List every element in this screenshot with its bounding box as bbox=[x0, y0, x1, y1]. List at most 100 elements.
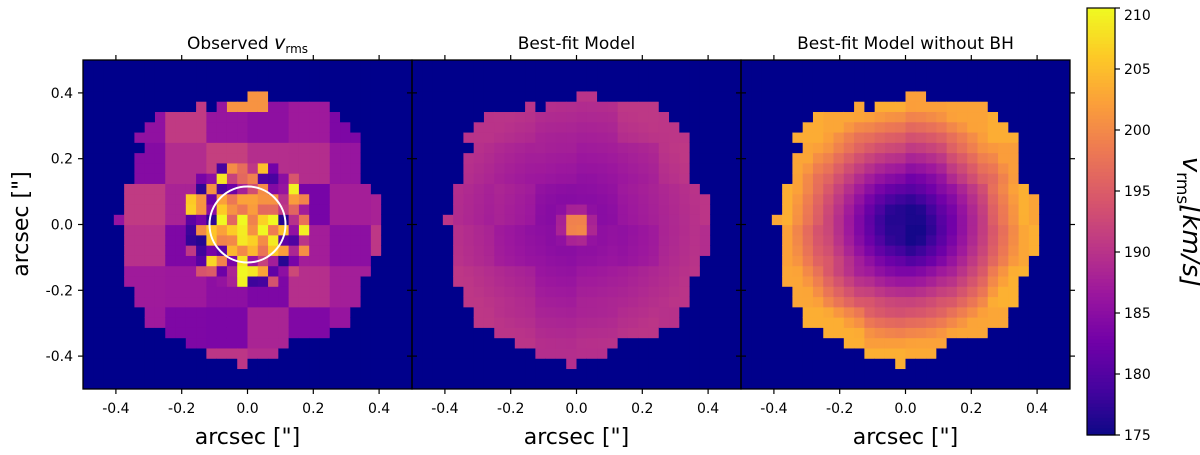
heatmap-cell bbox=[391, 347, 403, 359]
heatmap-cell bbox=[1028, 234, 1040, 246]
heatmap-cell bbox=[463, 152, 475, 164]
heatmap-cell bbox=[381, 121, 393, 133]
heatmap-cell bbox=[689, 101, 701, 113]
heatmap-cell bbox=[792, 60, 804, 71]
heatmap-cell bbox=[730, 245, 741, 256]
heatmap-cell bbox=[453, 121, 465, 133]
heatmap-cell bbox=[843, 337, 855, 349]
heatmap-cell bbox=[699, 90, 711, 102]
heatmap-cell bbox=[144, 70, 156, 82]
heatmap-cell bbox=[535, 245, 547, 256]
heatmap-cell bbox=[833, 224, 845, 236]
heatmap-cell bbox=[257, 255, 269, 267]
heatmap-cell bbox=[946, 183, 958, 195]
heatmap-cell bbox=[278, 183, 290, 195]
heatmap-cell bbox=[514, 203, 526, 215]
heatmap-cell bbox=[165, 101, 177, 113]
heatmap-cell bbox=[525, 245, 536, 256]
heatmap-cell bbox=[597, 60, 608, 71]
heatmap-cell bbox=[216, 255, 228, 267]
heatmap-cell bbox=[586, 121, 598, 133]
heatmap-cell bbox=[926, 162, 937, 174]
heatmap-cell bbox=[432, 111, 444, 123]
heatmap-cell bbox=[895, 337, 907, 349]
heatmap-cell bbox=[309, 306, 321, 318]
heatmap-cell bbox=[514, 327, 526, 339]
heatmap-cell bbox=[751, 131, 763, 143]
heatmap-cell bbox=[288, 121, 300, 133]
heatmap-cell bbox=[699, 378, 711, 389]
heatmap-cell bbox=[381, 347, 393, 359]
heatmap-cell bbox=[391, 317, 403, 328]
heatmap-cell bbox=[545, 368, 557, 380]
heatmap-cell bbox=[340, 245, 351, 256]
heatmap-cell bbox=[566, 121, 578, 133]
heatmap-cell bbox=[113, 121, 125, 133]
heatmap-cell bbox=[566, 70, 578, 82]
heatmap-cell bbox=[823, 70, 835, 82]
heatmap-cell bbox=[854, 337, 865, 349]
heatmap-cell bbox=[196, 368, 207, 380]
heatmap-cell bbox=[196, 224, 207, 236]
heatmap-cell bbox=[905, 286, 917, 298]
heatmap-cell bbox=[319, 183, 331, 195]
heatmap-cell bbox=[617, 60, 629, 71]
heatmap-cell bbox=[268, 203, 279, 215]
heatmap-cell bbox=[648, 173, 660, 184]
heatmap-cell bbox=[730, 327, 741, 339]
heatmap-cell bbox=[802, 193, 814, 205]
heatmap-cell bbox=[370, 152, 382, 164]
heatmap-cell bbox=[93, 255, 105, 267]
heatmap-cell bbox=[350, 101, 362, 113]
heatmap-cell bbox=[751, 80, 763, 92]
colorbar-band bbox=[1087, 18, 1115, 23]
heatmap-cell bbox=[854, 317, 865, 328]
heatmap-cell bbox=[627, 275, 639, 287]
heatmap-cell bbox=[792, 358, 804, 370]
heatmap-cell bbox=[905, 347, 917, 359]
heatmap-cell bbox=[730, 255, 741, 267]
heatmap-cell bbox=[514, 337, 526, 349]
heatmap-cell bbox=[247, 234, 259, 246]
heatmap-cell bbox=[113, 245, 125, 256]
heatmap-cell bbox=[401, 121, 412, 133]
heatmap-cell bbox=[607, 245, 619, 256]
heatmap-cell bbox=[915, 306, 927, 318]
heatmap-cell bbox=[103, 131, 115, 143]
heatmap-cell bbox=[967, 203, 979, 215]
heatmap-cell bbox=[370, 358, 382, 370]
heatmap-cell bbox=[874, 265, 886, 277]
heatmap-cell bbox=[998, 80, 1009, 92]
heatmap-cell bbox=[967, 378, 979, 389]
heatmap-cell bbox=[473, 90, 485, 102]
heatmap-cell bbox=[473, 111, 485, 123]
heatmap-cell bbox=[617, 173, 629, 184]
heatmap-cell bbox=[782, 368, 794, 380]
heatmap-cell bbox=[268, 162, 279, 174]
heatmap-cell bbox=[525, 214, 536, 226]
heatmap-cell bbox=[638, 347, 650, 359]
heatmap-cell bbox=[196, 162, 207, 174]
heatmap-cell bbox=[268, 214, 279, 226]
heatmap-cell bbox=[597, 101, 608, 113]
heatmap-cell bbox=[874, 142, 886, 154]
heatmap-cell bbox=[823, 121, 835, 133]
heatmap-cell bbox=[237, 90, 249, 102]
heatmap-cell bbox=[1028, 255, 1040, 267]
heatmap-cell bbox=[555, 203, 567, 215]
colorbar-tick-label: 210 bbox=[1124, 8, 1151, 24]
heatmap-cell bbox=[710, 203, 722, 215]
heatmap-cell bbox=[401, 317, 412, 328]
heatmap-cell bbox=[843, 368, 855, 380]
heatmap-cell bbox=[689, 234, 701, 246]
heatmap-cell bbox=[648, 162, 660, 174]
heatmap-cell bbox=[627, 306, 639, 318]
heatmap-cell bbox=[298, 378, 310, 389]
heatmap-cell bbox=[226, 286, 238, 298]
heatmap-cell bbox=[977, 121, 989, 133]
heatmap-cell bbox=[196, 214, 207, 226]
heatmap-cell bbox=[525, 162, 536, 174]
heatmap-cell bbox=[412, 121, 423, 133]
heatmap-cell bbox=[597, 152, 608, 164]
heatmap-cell bbox=[967, 111, 979, 123]
